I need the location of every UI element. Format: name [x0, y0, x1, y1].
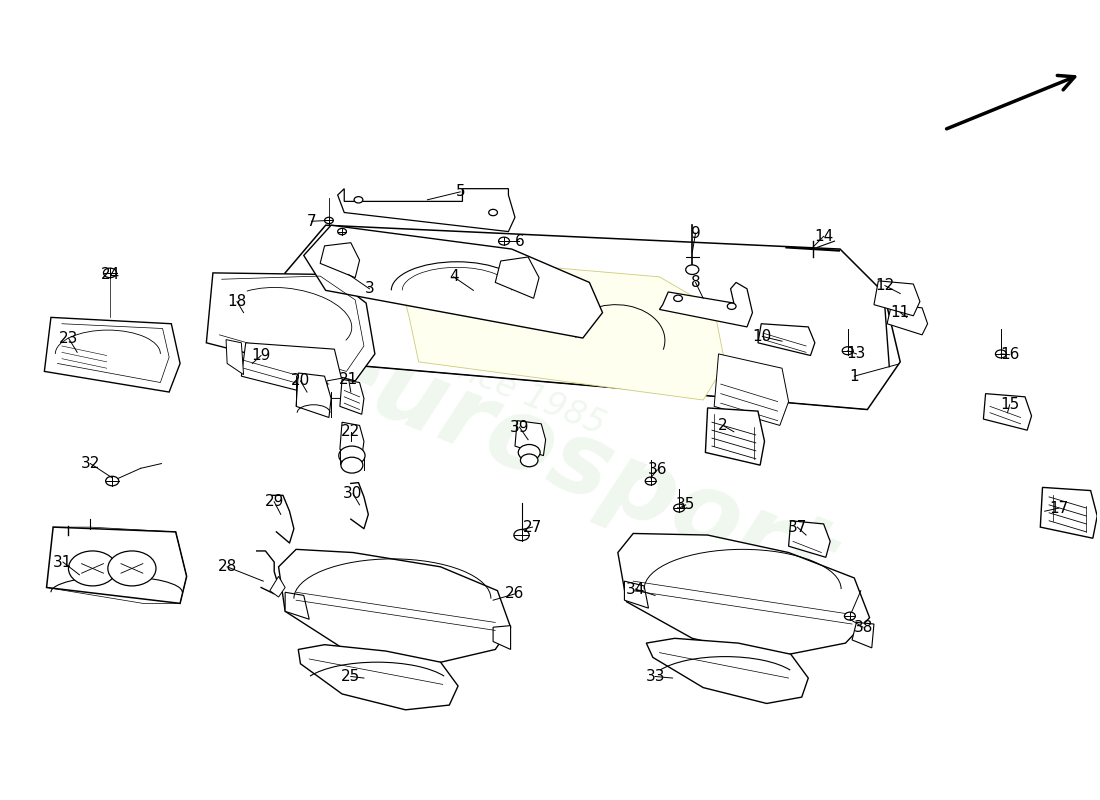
- Circle shape: [845, 612, 856, 620]
- Text: 10: 10: [752, 329, 772, 344]
- Text: 32: 32: [80, 456, 100, 471]
- Text: 7: 7: [307, 214, 316, 229]
- Text: 36: 36: [648, 462, 667, 478]
- Polygon shape: [320, 242, 360, 278]
- Text: 14: 14: [814, 229, 833, 244]
- Text: 20: 20: [290, 374, 310, 389]
- Polygon shape: [298, 645, 458, 710]
- Polygon shape: [338, 189, 515, 231]
- Text: 19: 19: [252, 348, 271, 363]
- Polygon shape: [714, 354, 789, 426]
- Text: 6: 6: [515, 234, 525, 249]
- Text: 37: 37: [788, 520, 807, 534]
- Polygon shape: [495, 257, 539, 298]
- Polygon shape: [515, 421, 546, 456]
- Circle shape: [108, 551, 156, 586]
- Circle shape: [498, 237, 509, 245]
- Circle shape: [324, 218, 333, 224]
- Polygon shape: [340, 422, 364, 457]
- Text: 22: 22: [341, 424, 361, 439]
- Polygon shape: [852, 622, 874, 648]
- Circle shape: [646, 477, 657, 485]
- Polygon shape: [207, 273, 375, 381]
- Circle shape: [488, 210, 497, 216]
- Circle shape: [338, 229, 346, 234]
- Polygon shape: [44, 318, 180, 392]
- Circle shape: [103, 268, 117, 278]
- Circle shape: [520, 454, 538, 466]
- Text: 2: 2: [718, 418, 728, 433]
- Text: 9: 9: [691, 226, 701, 241]
- Text: 17: 17: [1049, 501, 1068, 515]
- Circle shape: [339, 446, 365, 465]
- Text: 23: 23: [58, 330, 78, 346]
- Text: 5: 5: [455, 184, 465, 199]
- Polygon shape: [296, 373, 331, 418]
- Circle shape: [106, 476, 119, 486]
- Polygon shape: [285, 592, 309, 619]
- Text: a passion since 1985: a passion since 1985: [272, 279, 609, 442]
- Text: 18: 18: [228, 294, 246, 309]
- Text: 1: 1: [849, 369, 859, 384]
- Polygon shape: [270, 576, 285, 597]
- Text: 25: 25: [341, 669, 361, 684]
- Circle shape: [518, 445, 540, 460]
- Text: 24: 24: [100, 267, 120, 282]
- Text: 21: 21: [339, 372, 359, 387]
- Circle shape: [843, 346, 854, 354]
- Polygon shape: [705, 408, 764, 465]
- Polygon shape: [659, 282, 752, 327]
- Text: 16: 16: [1000, 347, 1020, 362]
- Text: 4: 4: [449, 270, 459, 284]
- Polygon shape: [241, 342, 342, 398]
- Text: 28: 28: [218, 559, 236, 574]
- Polygon shape: [1041, 487, 1097, 538]
- Text: 3: 3: [364, 282, 374, 296]
- Circle shape: [996, 350, 1006, 358]
- Polygon shape: [647, 638, 808, 703]
- Polygon shape: [983, 394, 1032, 430]
- Text: 11: 11: [891, 305, 910, 320]
- Text: 30: 30: [343, 486, 363, 502]
- Text: 27: 27: [522, 520, 542, 534]
- Circle shape: [685, 265, 698, 274]
- Text: 35: 35: [676, 498, 695, 512]
- Circle shape: [673, 295, 682, 302]
- Polygon shape: [625, 581, 649, 608]
- Polygon shape: [285, 226, 900, 410]
- Polygon shape: [226, 340, 243, 374]
- Text: 39: 39: [509, 419, 529, 434]
- Polygon shape: [758, 324, 815, 355]
- Polygon shape: [789, 521, 830, 558]
- Circle shape: [68, 551, 117, 586]
- Text: 8: 8: [691, 275, 701, 290]
- Text: 15: 15: [1000, 398, 1020, 412]
- Polygon shape: [278, 550, 510, 666]
- Polygon shape: [874, 281, 920, 316]
- Text: 31: 31: [53, 554, 73, 570]
- Polygon shape: [403, 257, 725, 400]
- Circle shape: [727, 303, 736, 310]
- Text: eurosport: eurosport: [297, 314, 847, 612]
- Polygon shape: [493, 626, 510, 650]
- Text: 33: 33: [646, 669, 664, 684]
- Text: 38: 38: [854, 620, 872, 634]
- Text: 29: 29: [264, 494, 284, 509]
- Polygon shape: [46, 527, 187, 603]
- Polygon shape: [340, 379, 364, 414]
- Circle shape: [514, 530, 529, 541]
- Text: 34: 34: [626, 582, 645, 597]
- Circle shape: [341, 457, 363, 473]
- Polygon shape: [887, 305, 927, 335]
- Circle shape: [354, 197, 363, 203]
- Text: 26: 26: [505, 586, 525, 602]
- Polygon shape: [304, 226, 603, 338]
- Polygon shape: [618, 534, 870, 658]
- Circle shape: [673, 504, 684, 512]
- Text: 12: 12: [876, 278, 894, 293]
- Polygon shape: [327, 378, 346, 398]
- Text: 13: 13: [847, 346, 866, 362]
